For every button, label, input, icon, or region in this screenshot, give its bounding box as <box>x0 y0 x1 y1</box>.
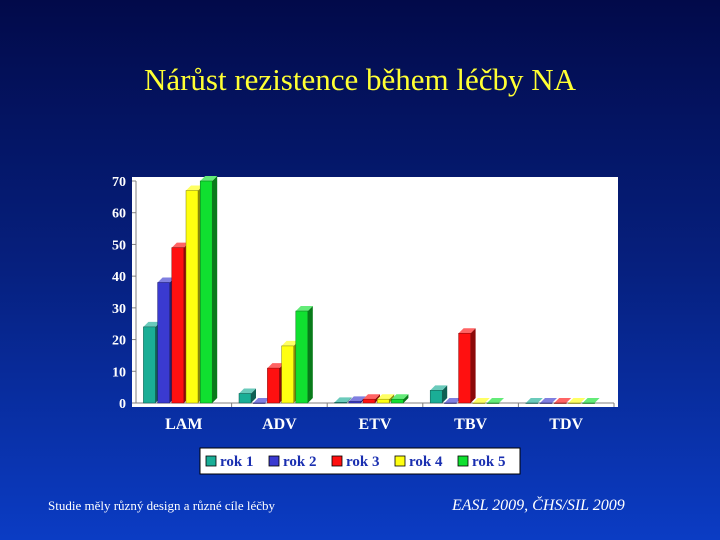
legend-label: rok 5 <box>472 454 505 470</box>
y-tick-label: 30 <box>112 302 126 317</box>
bar-tbv-rok-5 <box>486 402 500 404</box>
bar-lam-rok-5 <box>199 180 213 404</box>
bar-lam-rok-3 <box>171 247 185 404</box>
bar-tdv-rok-2 <box>539 402 553 404</box>
bar-adv-rok-2 <box>252 402 266 404</box>
x-tick-label: ADV <box>262 416 297 433</box>
y-tick-label: 0 <box>119 397 126 412</box>
bar-etv-rok-2 <box>348 401 362 404</box>
bar-top <box>334 397 352 403</box>
footer-note: Studie měly různý design a různé cíle lé… <box>48 498 276 513</box>
bar-top <box>540 398 557 403</box>
bar-top <box>430 385 448 391</box>
bar-tdv-rok-4 <box>568 402 581 404</box>
slide-title: Nárůst rezistence během léčby NA <box>143 62 577 97</box>
bar-top <box>391 394 409 400</box>
bar-side <box>403 394 409 403</box>
bar-adv-rok-3 <box>267 367 280 404</box>
bar-adv-rok-4 <box>281 345 294 404</box>
bar-top <box>487 398 504 403</box>
bar-top <box>253 398 271 403</box>
bar-side <box>389 394 395 403</box>
legend-swatch <box>331 455 343 467</box>
bar-top <box>267 363 285 369</box>
bar-tdv-rok-3 <box>553 402 567 404</box>
bar-etv-rok-1 <box>334 402 347 404</box>
legend-swatch <box>394 455 406 467</box>
y-tick-label: 70 <box>112 175 126 190</box>
legend-swatch <box>205 455 217 467</box>
bar-side <box>251 388 256 403</box>
bar-etv-rok-3 <box>362 398 376 404</box>
bar-side <box>375 394 380 403</box>
bar-adv-rok-5 <box>295 310 309 404</box>
legend-swatch <box>268 455 280 467</box>
bar-top <box>377 394 395 400</box>
bar-side <box>212 176 218 403</box>
bar-top <box>444 398 462 403</box>
bar-top <box>295 306 313 312</box>
bar-top <box>458 328 476 334</box>
bar-lam-rok-2 <box>157 282 170 404</box>
legend-label: rok 3 <box>346 454 379 470</box>
bar-top <box>568 398 586 403</box>
y-tick-label: 50 <box>112 238 126 253</box>
bar-top <box>143 321 161 327</box>
bar-top <box>472 398 490 403</box>
y-tick-label: 20 <box>112 334 126 349</box>
bar-top <box>171 242 189 248</box>
legend-label: rok 4 <box>409 454 443 470</box>
bar-top <box>525 398 543 403</box>
bar-top <box>348 396 366 402</box>
legend-label: rok 1 <box>220 454 253 470</box>
bar-top <box>281 340 299 346</box>
y-tick-label: 60 <box>112 207 126 222</box>
bar-tbv-rok-3 <box>458 332 471 404</box>
bar-tdv-rok-1 <box>525 402 539 404</box>
bar-adv-rok-1 <box>238 393 252 404</box>
bar-side <box>442 385 448 403</box>
bar-side <box>470 328 476 403</box>
legend-swatch <box>457 455 469 467</box>
y-tick-label: 10 <box>112 365 126 380</box>
footer-source: EASL 2009, ČHS/SIL 2009 <box>452 497 625 514</box>
bar-top <box>363 394 380 400</box>
x-tick-label: TDV <box>549 416 583 433</box>
bar-tbv-rok-1 <box>429 390 443 404</box>
bar-top <box>554 398 572 403</box>
bar-lam-rok-4 <box>185 190 199 404</box>
bar-side <box>307 306 313 403</box>
bar-tdv-rok-5 <box>582 402 595 404</box>
bar-etv-rok-4 <box>376 398 390 404</box>
bar-tbv-rok-2 <box>444 402 457 404</box>
x-tick-label: LAM <box>165 416 202 433</box>
bar-top <box>239 388 256 394</box>
bar-top <box>582 398 600 403</box>
y-tick-label: 40 <box>112 270 126 285</box>
bar-etv-rok-5 <box>391 398 404 404</box>
x-tick-label: TBV <box>454 416 487 433</box>
bar-top <box>186 185 203 191</box>
bar-top <box>200 176 218 181</box>
bar-lam-rok-1 <box>143 326 156 404</box>
bar-side <box>346 397 352 403</box>
bar-top <box>157 277 175 283</box>
bar-tbv-rok-4 <box>472 402 486 404</box>
x-tick-label: ETV <box>359 416 392 433</box>
legend-label: rok 2 <box>283 454 316 470</box>
